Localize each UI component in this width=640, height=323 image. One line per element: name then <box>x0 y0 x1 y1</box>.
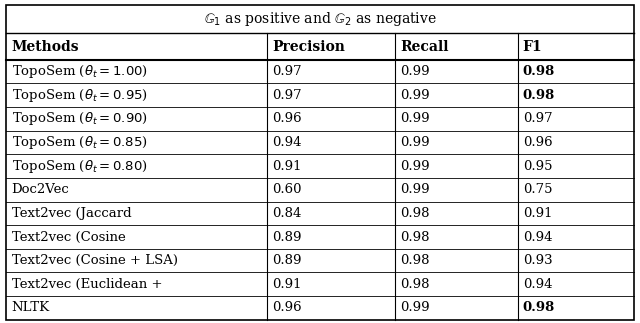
Text: Text2vec (Jaccard: Text2vec (Jaccard <box>12 207 131 220</box>
Text: Text2vec (Euclidean +: Text2vec (Euclidean + <box>12 278 162 291</box>
Text: Precision: Precision <box>272 39 345 54</box>
Text: 0.99: 0.99 <box>401 160 430 172</box>
Text: 0.98: 0.98 <box>523 65 555 78</box>
Text: 0.94: 0.94 <box>523 231 552 244</box>
Text: F1: F1 <box>523 39 542 54</box>
Text: 0.96: 0.96 <box>523 136 552 149</box>
Text: TopoSem ($\theta_t = 0.90$): TopoSem ($\theta_t = 0.90$) <box>12 110 148 127</box>
Text: 0.97: 0.97 <box>272 65 301 78</box>
Text: 0.99: 0.99 <box>401 301 430 315</box>
Text: 0.98: 0.98 <box>523 301 555 315</box>
Text: 0.89: 0.89 <box>272 254 301 267</box>
Text: 0.91: 0.91 <box>272 160 301 172</box>
Text: Methods: Methods <box>12 39 79 54</box>
Text: 0.95: 0.95 <box>523 160 552 172</box>
Text: Doc2Vec: Doc2Vec <box>12 183 69 196</box>
Text: 0.98: 0.98 <box>401 231 430 244</box>
Text: NLTK: NLTK <box>12 301 50 315</box>
Text: 0.97: 0.97 <box>523 112 552 125</box>
Text: 0.91: 0.91 <box>272 278 301 291</box>
Text: 0.75: 0.75 <box>523 183 552 196</box>
Text: 0.96: 0.96 <box>272 112 301 125</box>
Text: Text2vec (Cosine + LSA): Text2vec (Cosine + LSA) <box>12 254 177 267</box>
Text: 0.98: 0.98 <box>401 207 430 220</box>
Text: 0.99: 0.99 <box>401 183 430 196</box>
Text: Recall: Recall <box>401 39 449 54</box>
Text: 0.94: 0.94 <box>523 278 552 291</box>
Text: TopoSem ($\theta_t = 0.95$): TopoSem ($\theta_t = 0.95$) <box>12 87 148 104</box>
Text: TopoSem ($\theta_t = 0.80$): TopoSem ($\theta_t = 0.80$) <box>12 158 147 175</box>
Text: TopoSem ($\theta_t = 0.85$): TopoSem ($\theta_t = 0.85$) <box>12 134 147 151</box>
Text: 0.99: 0.99 <box>401 89 430 102</box>
Text: 0.98: 0.98 <box>401 278 430 291</box>
Text: 0.94: 0.94 <box>272 136 301 149</box>
Text: 0.93: 0.93 <box>523 254 552 267</box>
Text: 0.60: 0.60 <box>272 183 301 196</box>
Text: 0.97: 0.97 <box>272 89 301 102</box>
Text: 0.98: 0.98 <box>401 254 430 267</box>
Text: TopoSem ($\theta_t = 1.00$): TopoSem ($\theta_t = 1.00$) <box>12 63 148 80</box>
Text: 0.91: 0.91 <box>523 207 552 220</box>
Text: 0.99: 0.99 <box>401 65 430 78</box>
Text: $\mathbb{G}_1$ as positive and $\mathbb{G}_2$ as negative: $\mathbb{G}_1$ as positive and $\mathbb{… <box>204 10 436 28</box>
Text: 0.84: 0.84 <box>272 207 301 220</box>
Text: 0.89: 0.89 <box>272 231 301 244</box>
Text: 0.98: 0.98 <box>523 89 555 102</box>
Text: 0.96: 0.96 <box>272 301 301 315</box>
Text: 0.99: 0.99 <box>401 112 430 125</box>
Text: Text2vec (Cosine: Text2vec (Cosine <box>12 231 125 244</box>
Text: 0.99: 0.99 <box>401 136 430 149</box>
